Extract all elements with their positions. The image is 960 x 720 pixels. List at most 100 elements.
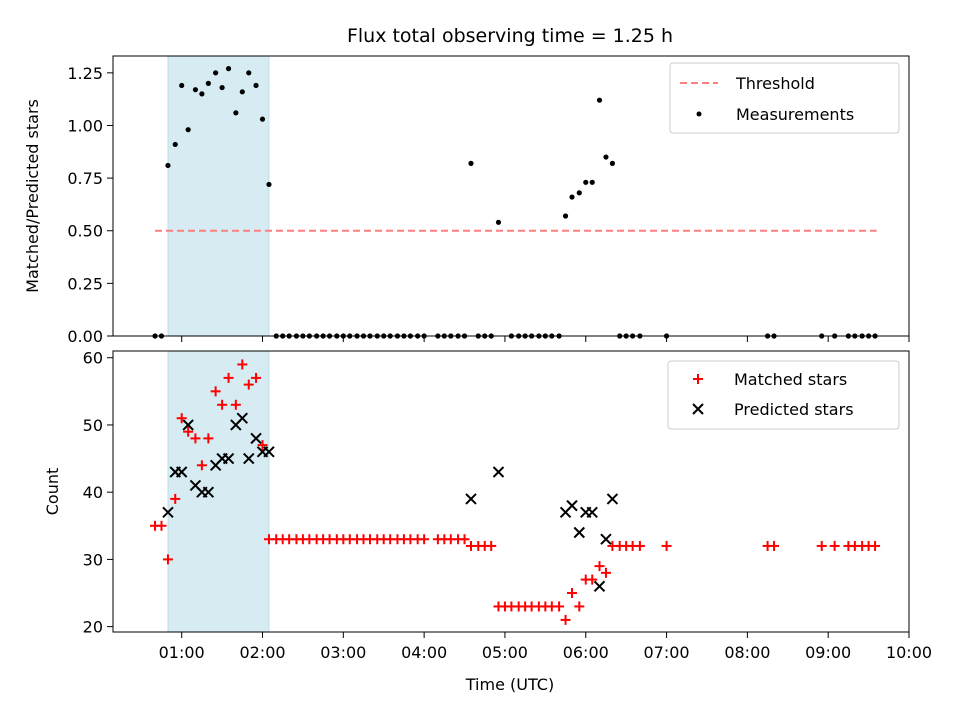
predicted-star-point [492,466,505,478]
x-tick-label: 10:00 [886,643,932,662]
matched-star-point [769,540,780,551]
matched-star-point [459,534,470,545]
x-tick-label: 07:00 [644,643,690,662]
predicted-star-point [606,493,619,505]
x-tick-label: 01:00 [159,643,205,662]
measurement-point [596,97,603,103]
top-plot-frame [112,55,910,337]
top-legend-box [669,62,900,134]
predicted-star-point [566,499,578,512]
bottom-y-axis-label: Count [43,468,62,516]
matched-star-point [829,540,840,551]
matched-star-point [176,413,187,424]
top-y-ticks: 0.00 0.25 0.50 0.75 1.00 1.25 [67,64,113,346]
matched-star-point [594,561,605,572]
legend-matched-swatch [693,374,703,384]
measurement-point [589,179,595,185]
measurement-point [233,110,239,116]
bottom-plot-frame [112,350,910,633]
measurement-point [192,87,199,93]
predicted-star-point [593,580,606,592]
measurement-point [609,160,616,166]
measurement-point [165,162,171,169]
top-panel: 0.00 0.25 0.50 0.75 1.00 1.25 Matched/Predict… [23,55,910,346]
highlight-span-bottom [167,350,270,633]
legend-measurements-label: Measurements [736,105,854,124]
predicted-star-point [175,466,188,478]
measurement-point [179,82,185,89]
predicted-star-point [573,526,585,539]
measurement-point [468,160,474,166]
predicted-star-point [250,432,262,445]
matched-star-point [203,433,214,444]
highlight-span-top [167,55,270,337]
legend-threshold-label: Threshold [735,74,815,93]
matched-star-point [257,440,268,451]
matched-star-point [574,601,585,612]
y-tick-label: 0.50 [67,222,103,241]
measurement-point [576,190,582,196]
measurement-point [199,91,205,97]
bottom-y-ticks: 20 30 40 50 60 [83,349,113,637]
x-tick-label: 05:00 [482,643,528,662]
y-tick-label: 30 [83,550,103,569]
top-y-axis-label: Matched/Predicted stars [23,99,42,293]
matched-star-point [223,372,234,383]
measurement-point [185,127,191,133]
predicted-star-point [465,493,477,505]
matched-star-point [419,534,430,545]
measurement-point [246,70,252,76]
legend-matched-marker [693,374,703,384]
matched-star-point [156,520,167,531]
measurement-point [259,116,266,122]
matched-star-point [251,372,262,383]
predicted-star-points [162,412,619,592]
predicted-star-point [586,506,598,519]
x-tick-label: 06:00 [563,643,609,662]
measurement-point [495,219,502,225]
predicted-star-point [243,452,255,465]
measurement-point [239,89,245,95]
legend-predicted-label: Predicted stars [734,400,854,419]
legend-predicted-swatch [692,403,704,415]
matched-star-point [183,426,194,437]
predicted-star-point [236,412,249,424]
bottom-legend-box [667,360,900,430]
y-tick-label: 0.75 [67,169,103,188]
matched-star-point [210,386,221,397]
bottom-legend: Matched stars Predicted stars [667,360,900,430]
matched-star-point [600,567,611,578]
predicted-star-point [162,506,174,519]
matched-star-point [196,460,207,471]
matched-star-point [230,399,241,410]
y-tick-label: 40 [83,483,103,502]
legend-matched-label: Matched stars [734,370,847,389]
matched-star-point [554,601,565,612]
measurement-point [569,194,575,200]
measurement-point [172,141,178,148]
x-tick-label: 09:00 [805,643,851,662]
y-tick-label: 1.25 [67,64,103,83]
y-tick-label: 0.25 [67,274,103,293]
matched-star-point [816,540,827,551]
matched-star-point [243,379,254,390]
matched-star-point [587,574,598,585]
chart-title: Flux total observing time = 1.25 h [347,25,673,47]
x-axis-label: Time (UTC) [465,675,554,694]
top-x-ticks [181,336,910,342]
measurement-point [253,82,259,89]
matched-star-point [560,614,571,625]
predicted-star-point [182,419,194,431]
measurement-point [266,181,272,188]
matched-star-points [150,359,881,625]
measurement-point [583,179,589,185]
top-legend: Threshold Measurements [669,62,900,134]
measurement-point [562,213,569,219]
y-tick-label: 1.00 [67,116,103,135]
x-tick-label: 04:00 [401,643,447,662]
bottom-panel: 20 30 40 50 60 01:00 02:00 03:00 04:00 05:00 06:0… [43,349,932,694]
predicted-star-point [202,486,215,498]
measurement-point [603,154,609,160]
measurement-point [219,84,225,91]
